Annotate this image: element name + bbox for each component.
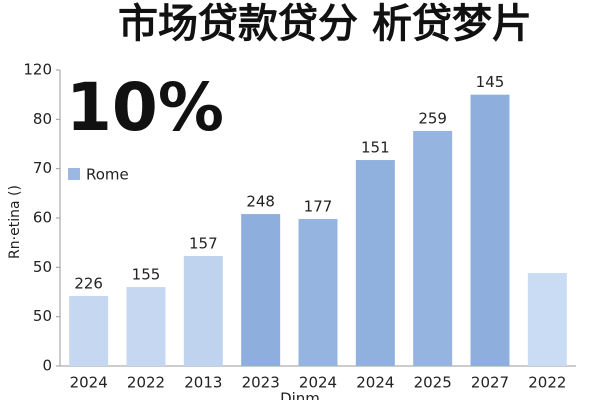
y-tick-label: 70	[33, 159, 52, 177]
annotation: 10%	[66, 69, 224, 146]
bar	[241, 214, 281, 366]
bar-label: 259	[418, 109, 447, 127]
bar	[413, 130, 453, 366]
bar-label: 155	[132, 266, 161, 284]
bar-label: 145	[476, 73, 505, 91]
bar-label: 157	[189, 234, 218, 252]
x-tick-label: 2024	[356, 374, 394, 392]
x-tick-label: 2023	[242, 374, 280, 392]
bar-label: 177	[304, 197, 333, 215]
x-axis-label: Dinm	[280, 390, 320, 400]
x-tick-label: 2013	[184, 374, 222, 392]
x-tick-label: 2024	[70, 374, 108, 392]
bar	[183, 255, 223, 366]
legend-label: Rome	[86, 166, 129, 184]
bar-label: 226	[74, 274, 103, 292]
bar	[527, 273, 567, 366]
y-tick-label: 50	[33, 307, 52, 325]
bar	[298, 218, 338, 366]
legend-swatch	[68, 168, 80, 180]
x-tick-label: 2022	[127, 374, 165, 392]
bar	[355, 160, 395, 366]
y-tick-label: 0	[42, 357, 52, 375]
x-tick-label: 2024	[299, 374, 337, 392]
bar	[69, 295, 109, 366]
bar-label: 151	[361, 139, 390, 157]
x-tick-label: 2025	[414, 374, 452, 392]
y-tick-label: 50	[33, 258, 52, 276]
y-tick-label: 60	[33, 209, 52, 227]
y-tick-label: 120	[23, 61, 52, 79]
x-tick-label: 2027	[471, 374, 509, 392]
bar	[126, 287, 166, 366]
y-tick-label: 80	[33, 110, 52, 128]
chart-title: 市场贷款贷分 析贷梦片	[118, 1, 532, 47]
bar-label: 248	[246, 193, 275, 211]
bar	[470, 94, 510, 367]
y-axis-label: Rn·etina ()	[7, 185, 23, 259]
x-tick-label: 2022	[528, 374, 566, 392]
